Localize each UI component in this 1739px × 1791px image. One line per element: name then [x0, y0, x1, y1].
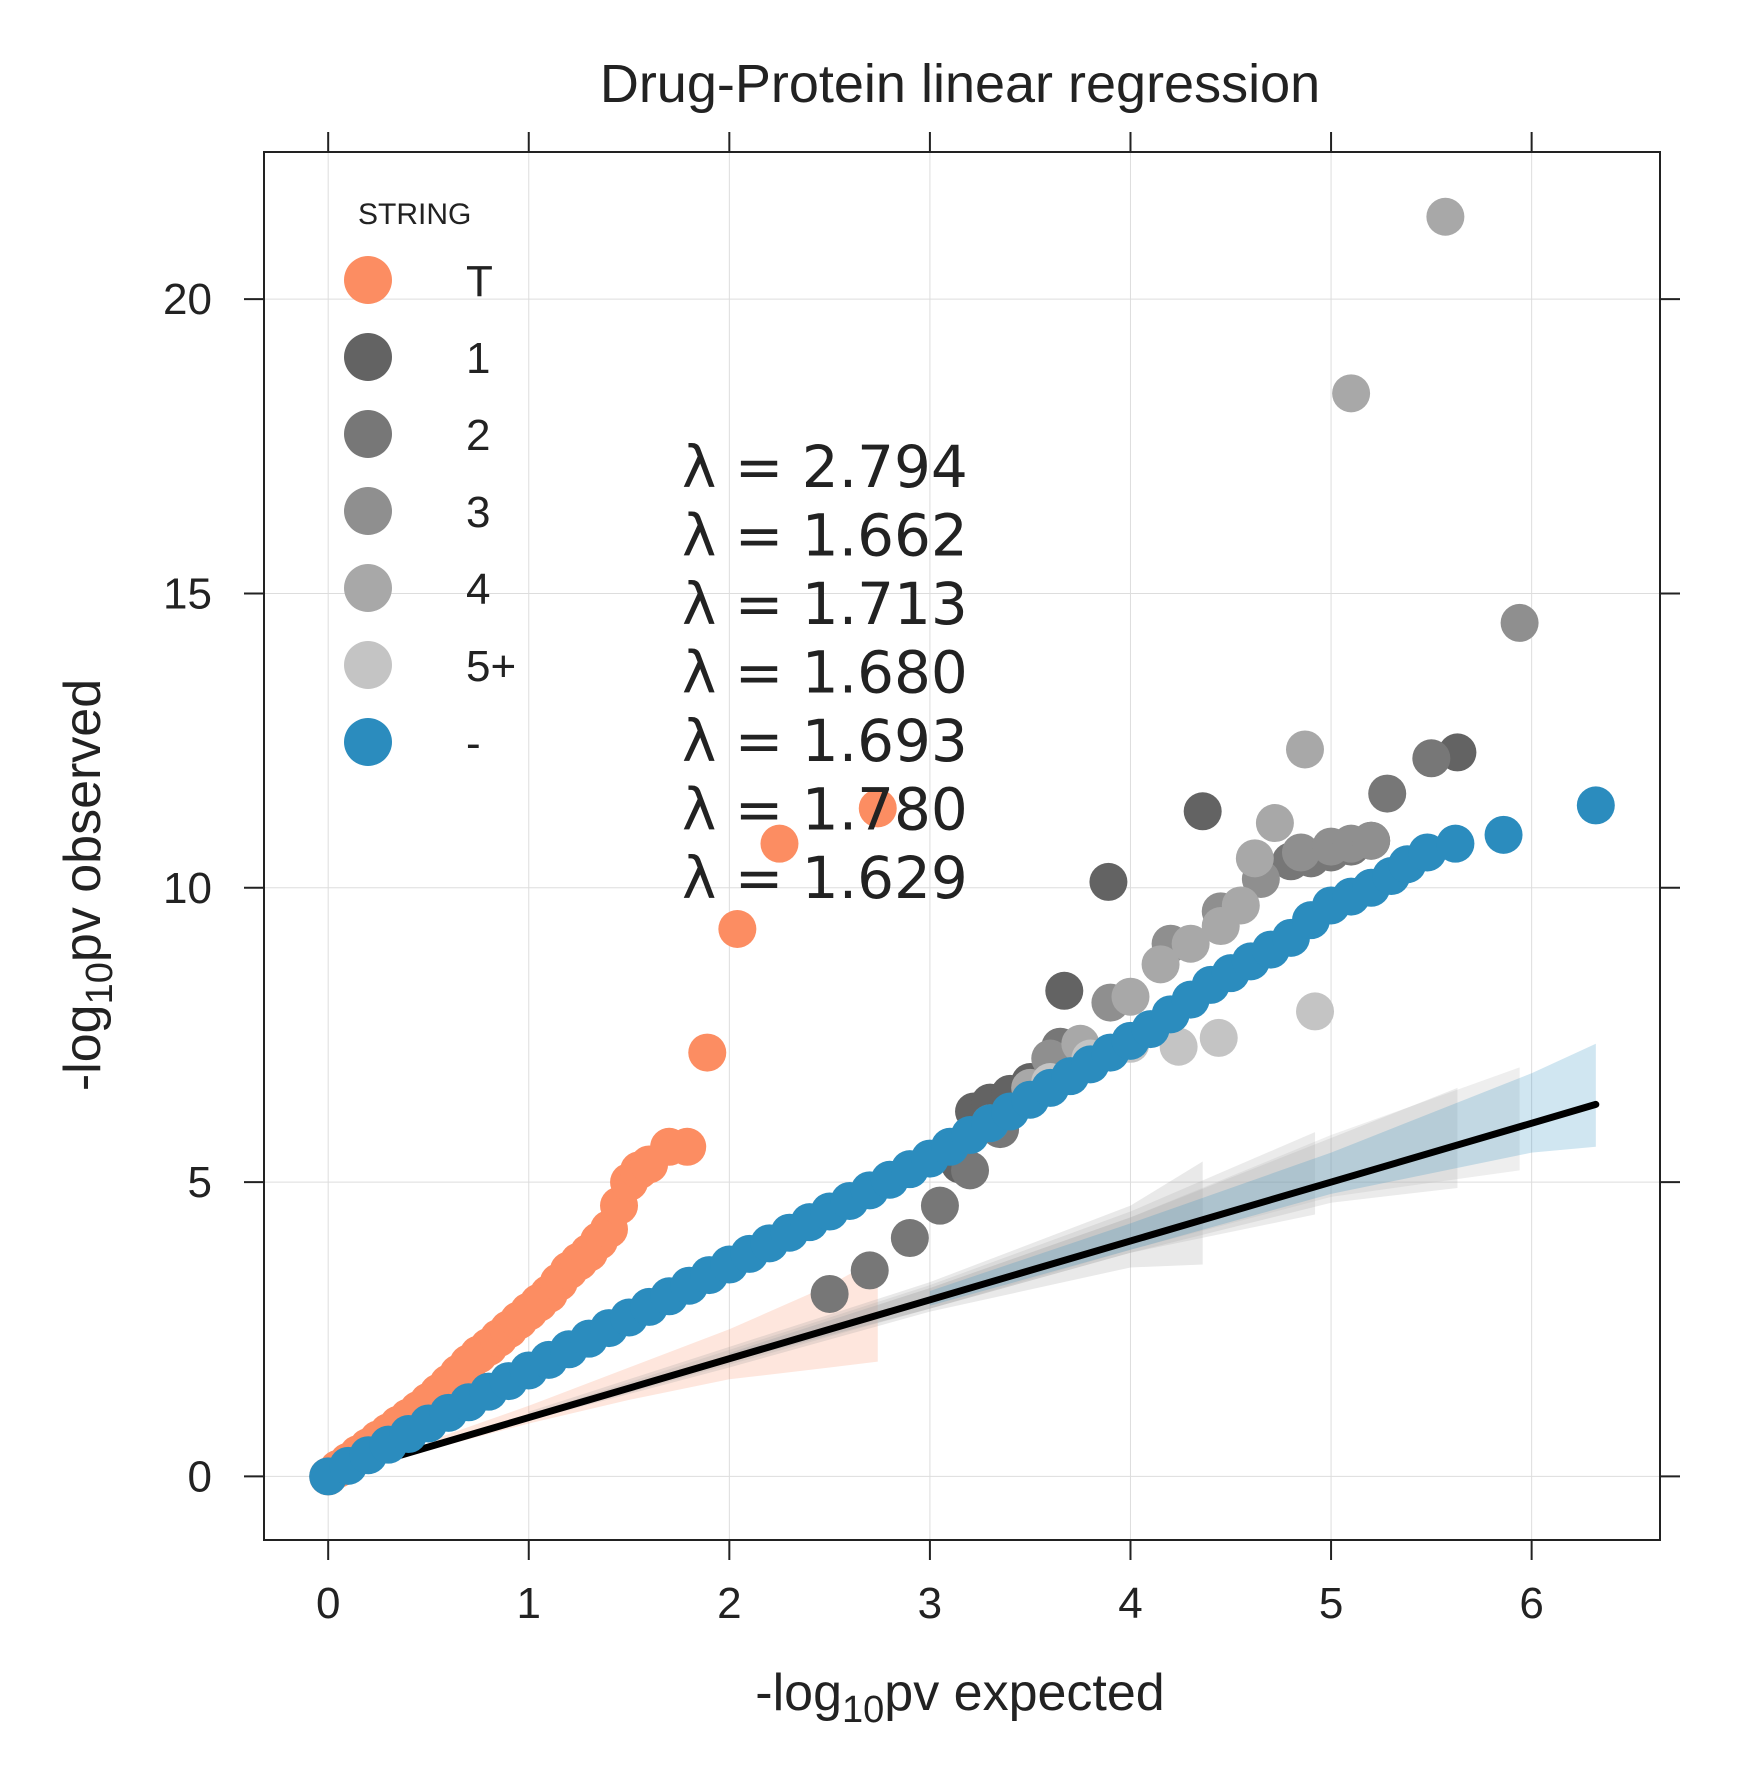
legend-label-6: -	[466, 719, 481, 768]
data-point	[718, 909, 757, 948]
data-point	[1426, 197, 1465, 236]
data-point	[1436, 824, 1475, 863]
legend-marker-5	[344, 641, 392, 689]
x-axis-label-prefix: -log	[755, 1664, 842, 1722]
chart-title: Drug-Protein linear regression	[600, 54, 1320, 114]
legend-label-1: 1	[466, 334, 490, 383]
data-point	[920, 1186, 959, 1225]
data-point	[1159, 1027, 1198, 1066]
data-point	[688, 1033, 727, 1072]
data-point	[1285, 730, 1324, 769]
legend-marker-0	[344, 256, 392, 304]
data-point	[1111, 977, 1150, 1016]
data-point	[1296, 992, 1335, 1031]
lambda-annotation-0: λ = 2.794	[682, 433, 968, 501]
legend-label-3: 3	[466, 488, 490, 537]
reference-line	[324, 1100, 1600, 1480]
y-axis-label: -log10pv observed	[54, 679, 121, 1091]
data-point	[1235, 839, 1274, 878]
legend-marker-1	[344, 333, 392, 381]
series-6	[309, 786, 1615, 1496]
data-point	[1183, 792, 1222, 831]
x-tick-label-3: 3	[918, 1579, 942, 1628]
data-point	[1045, 971, 1084, 1010]
legend-title: STRING	[358, 198, 471, 231]
data-point	[1352, 821, 1391, 860]
confidence-band-4	[729, 1067, 1520, 1362]
data-point	[1332, 374, 1371, 413]
data-point	[850, 1251, 889, 1290]
y-tick-label-0: 0	[188, 1452, 212, 1501]
data-point	[858, 789, 897, 828]
data-point	[1484, 815, 1523, 854]
data-point	[1412, 739, 1451, 778]
x-axis-label-sub: 10	[842, 1689, 884, 1731]
legend-label-2: 2	[466, 411, 490, 460]
x-tick-label-4: 4	[1118, 1579, 1142, 1628]
y-tick-label-1: 5	[188, 1158, 212, 1207]
x-axis-label: -log10pv expected	[755, 1664, 1164, 1731]
data-point	[1500, 603, 1539, 642]
x-tick-label-0: 0	[316, 1579, 340, 1628]
data-point	[1368, 774, 1407, 813]
legend-label-5: 5+	[466, 642, 516, 691]
x-tick-label-2: 2	[717, 1579, 741, 1628]
legend-label-0: T	[466, 257, 493, 306]
lambda-annotation-6: λ = 1.629	[682, 844, 968, 912]
y-axis-label-suffix: pv observed	[54, 679, 112, 962]
confidence-band-5	[929, 1043, 1596, 1306]
lambda-annotation-2: λ = 1.713	[682, 570, 968, 638]
data-point	[668, 1127, 707, 1166]
data-point	[1255, 804, 1294, 843]
legend-marker-2	[344, 410, 392, 458]
y-axis-label-prefix: -log	[54, 1004, 112, 1091]
confidence-band-0	[428, 1258, 878, 1450]
legend-marker-6	[344, 718, 392, 766]
y-tick-label-4: 20	[163, 275, 212, 324]
lambda-annotation-5: λ = 1.780	[682, 776, 968, 844]
data-point	[1171, 924, 1210, 963]
lambda-annotation-3: λ = 1.680	[682, 639, 968, 707]
legend-marker-3	[344, 487, 392, 535]
data-point	[1576, 786, 1615, 825]
x-tick-label-1: 1	[517, 1579, 541, 1628]
data-point	[760, 824, 799, 863]
x-axis-label-suffix: pv expected	[884, 1664, 1164, 1722]
data-point	[890, 1219, 929, 1258]
y-tick-label-2: 10	[163, 864, 212, 913]
y-tick-label-3: 15	[163, 569, 212, 618]
legend-label-4: 4	[466, 565, 490, 614]
data-point	[1199, 1018, 1238, 1057]
data-point	[810, 1274, 849, 1313]
data-point	[1221, 886, 1260, 925]
data-point	[1089, 862, 1128, 901]
data-point	[1281, 833, 1320, 872]
x-tick-label-5: 5	[1319, 1579, 1343, 1628]
lambda-annotation-1: λ = 1.662	[682, 502, 968, 570]
plot-frame	[263, 151, 1661, 1541]
y-axis-label-sub: 10	[79, 962, 121, 1004]
lambda-annotation-4: λ = 1.693	[682, 707, 968, 775]
legend-marker-4	[344, 564, 392, 612]
x-tick-label-6: 6	[1519, 1579, 1543, 1628]
data-point	[1141, 945, 1180, 984]
